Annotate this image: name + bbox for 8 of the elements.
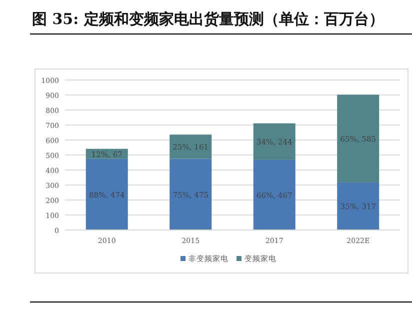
- bar: [337, 182, 380, 230]
- bar: [170, 134, 212, 159]
- bar: [253, 123, 296, 160]
- bar: [253, 160, 296, 230]
- chart-title: 图 35: 定频和变频家电出货量预测（单位：百万台）: [32, 10, 384, 28]
- bar: [86, 158, 128, 230]
- bar: [170, 158, 212, 230]
- bar: [337, 94, 380, 182]
